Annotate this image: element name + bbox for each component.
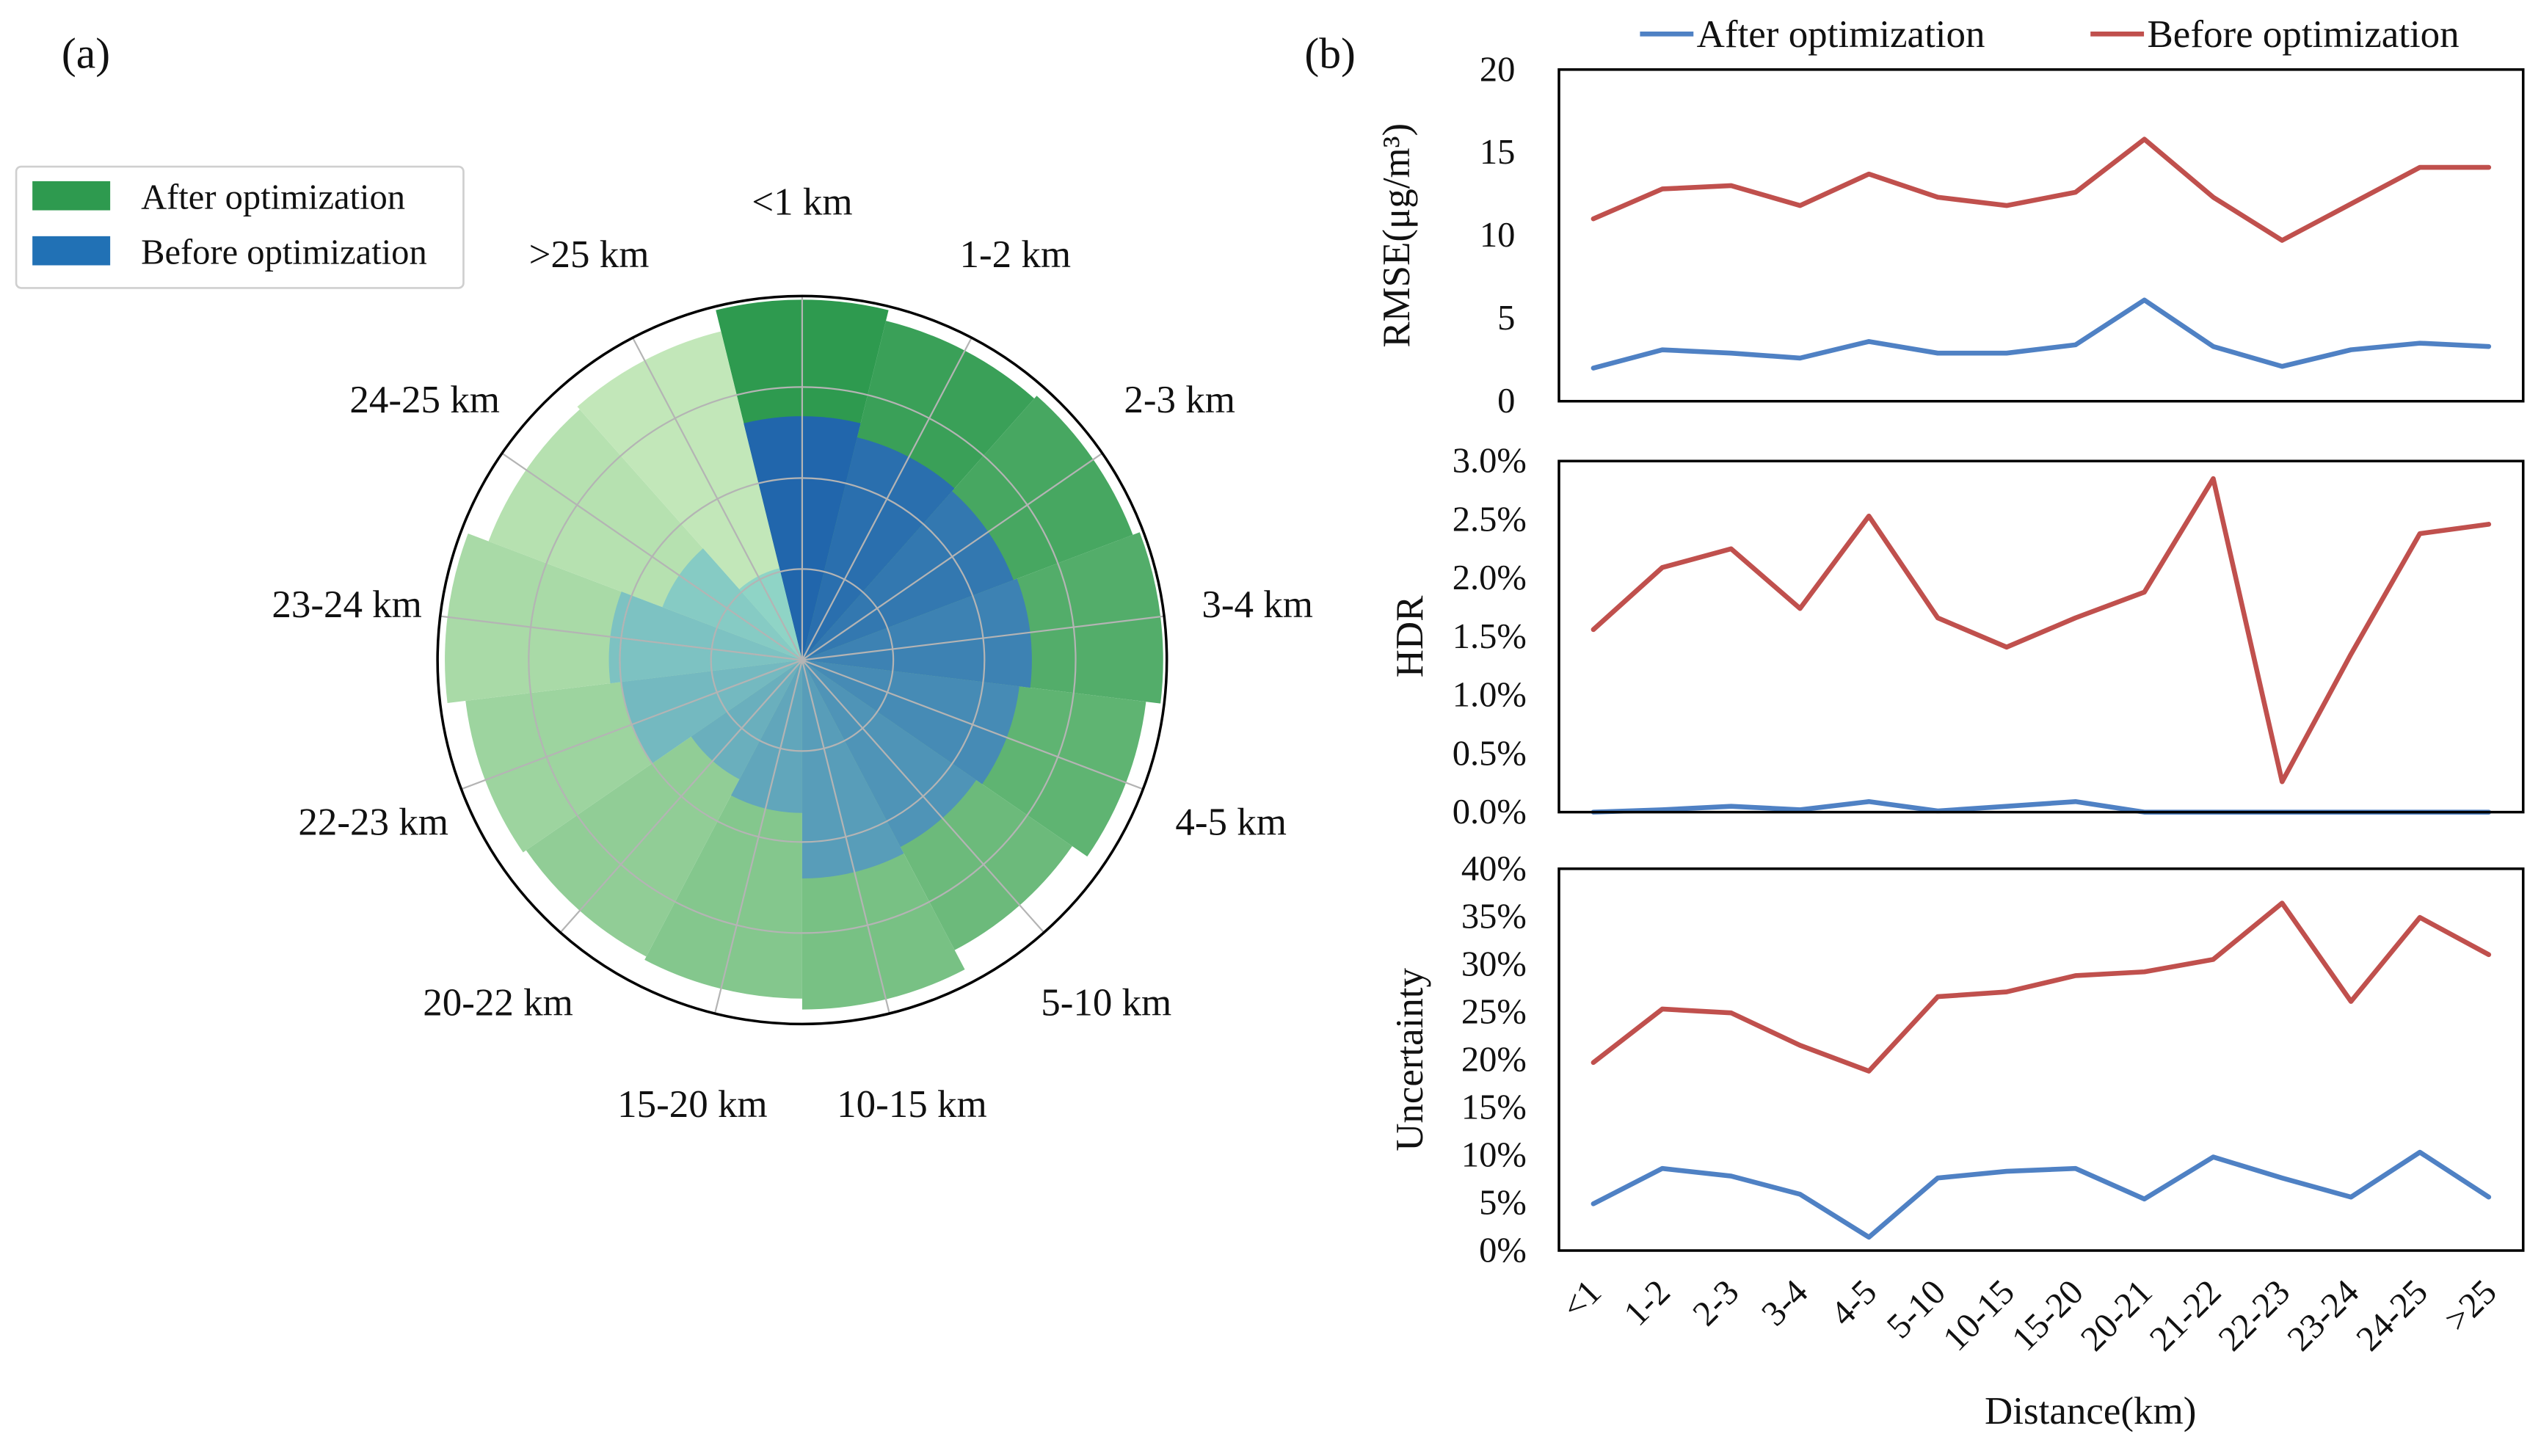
ytick-label: 1.5% — [1453, 617, 1527, 656]
x-axis-label: Distance(km) — [1985, 1390, 2196, 1433]
ytick-label: 0.0% — [1453, 793, 1527, 831]
polar-grid-spoke — [559, 659, 803, 933]
ytick-label: 1.0% — [1453, 676, 1527, 715]
legend-label-after: After optimization — [1697, 13, 1985, 56]
ytick-label: 35% — [1461, 897, 1527, 936]
polar-bar-before-optimization-11 — [662, 548, 802, 660]
ytick-label: 3.0% — [1453, 442, 1527, 481]
panel-label-b: (b) — [1304, 29, 1355, 78]
panel-label-a: (a) — [62, 29, 110, 78]
polar-category-label: 15-20 km — [617, 1083, 768, 1126]
polar-category-label: 24-25 km — [349, 379, 500, 421]
ytick-label: 0% — [1479, 1231, 1527, 1270]
legend-frame — [15, 165, 465, 289]
polar-grid-spoke — [501, 452, 803, 661]
ytick-label: 0.5% — [1453, 734, 1527, 773]
rmse-after-optimization-line — [1591, 297, 2492, 371]
polar-category-label: 10-15 km — [837, 1083, 987, 1126]
polar-legend: After optimization Before optimization — [15, 165, 465, 289]
line-plots-area: 0 5 10 15 20 RMSE(μg/m³) 0.0% 0.5% 1.0% 1.5% 2.0% 2… — [1375, 50, 2525, 1358]
polar-grid-spoke — [801, 337, 973, 660]
panel-a-polar-chart: (a) After optimization Before optimizati… — [15, 29, 1313, 1126]
polar-grid-spoke — [801, 452, 1103, 661]
rmse-before-optimization-line — [1591, 136, 2492, 243]
polar-grid-spoke — [461, 659, 803, 790]
polar-category-label: 5-10 km — [1041, 981, 1171, 1024]
line-legend: After optimization Before optimization — [1640, 13, 2460, 56]
ytick-label: 5% — [1479, 1184, 1527, 1223]
polar-bar-before-optimization-10 — [608, 592, 802, 684]
uncertainty-before-optimization-line — [1591, 900, 2492, 1074]
hdr-before-optimization-line — [1591, 476, 2492, 785]
ytick-label: 15 — [1480, 133, 1516, 172]
ytick-label: 15% — [1461, 1088, 1527, 1126]
subplot-rmse: 0 5 10 15 20 RMSE(μg/m³) — [1375, 50, 2525, 421]
polar-bar-before-optimization-5 — [801, 660, 977, 848]
ytick-label: 0 — [1497, 382, 1515, 421]
polar-bar-before-optimization-9 — [621, 660, 802, 764]
ytick-label: 10% — [1461, 1135, 1527, 1174]
panel-b-line-charts: (b) After optimization Before optimizati… — [1304, 13, 2525, 1433]
ytick-label: 20% — [1461, 1040, 1527, 1079]
legend-label-before: Before optimization — [2147, 13, 2459, 56]
polar-bar-before-optimization-12 — [739, 568, 802, 660]
ytick-label: 40% — [1461, 849, 1527, 888]
y-axis-label-uncertainty: Uncertainty — [1389, 968, 1431, 1151]
polar-category-label: 22-23 km — [298, 801, 448, 844]
polar-outer-ring — [436, 294, 1168, 1026]
polar-grid-spoke — [440, 615, 803, 661]
polar-bar-before-optimization-6 — [801, 660, 904, 879]
legend-label-after: After optimization — [141, 178, 405, 216]
polar-bar-before-optimization-1 — [801, 437, 955, 660]
polar-category-label: 23-24 km — [272, 583, 422, 626]
legend-label-before: Before optimization — [141, 233, 427, 272]
polar-grid-spoke — [801, 659, 1045, 933]
polar-grid-spoke — [801, 660, 890, 1014]
polar-bar-before-optimization-8 — [691, 660, 802, 779]
ytick-label: 2.5% — [1453, 500, 1527, 539]
polar-bar-before-optimization-7 — [730, 660, 802, 813]
polar-category-label: 20-22 km — [423, 981, 573, 1024]
plot-frame-hdr — [1557, 459, 2525, 814]
polar-category-label: 4-5 km — [1175, 801, 1287, 844]
ytick-label: 5 — [1497, 299, 1515, 338]
ytick-label: 10 — [1480, 216, 1516, 255]
plot-frame-uncertainty — [1557, 867, 2525, 1252]
polar-category-label: 3-4 km — [1202, 583, 1313, 626]
polar-grid-spoke — [801, 659, 1144, 790]
polar-bar-before-optimization-4 — [801, 660, 1019, 785]
ytick-label: 20 — [1480, 50, 1516, 89]
subplot-hdr: 0.0% 0.5% 1.0% 1.5% 2.0% 2.5% 3.0% HDR — [1389, 442, 2525, 831]
ytick-label: 25% — [1461, 992, 1527, 1031]
polar-grid-spoke — [632, 337, 803, 660]
polar-category-label: <1 km — [752, 181, 852, 224]
polar-bar-before-optimization-3 — [801, 578, 1032, 688]
polar-plot-area: <1 km 1-2 km 2-3 km 3-4 km 4-5 km 5-10 km 10-1… — [272, 181, 1313, 1126]
plot-frame-rmse — [1557, 68, 2525, 403]
polar-category-label: 2-3 km — [1124, 379, 1235, 421]
y-axis-label-hdr: HDR — [1389, 595, 1431, 677]
ytick-label: 30% — [1461, 944, 1527, 983]
uncertainty-after-optimization-line — [1591, 1149, 2492, 1240]
polar-grid-spoke — [713, 660, 803, 1014]
y-axis-label-rmse: RMSE(μg/m³) — [1375, 123, 1418, 348]
polar-grid-spoke — [801, 615, 1165, 661]
polar-category-label: 1-2 km — [960, 233, 1072, 276]
subplot-uncertainty: 0% 5% 10% 15% 20% 25% 30% 35% 40% Uncertainty — [1389, 849, 2525, 1270]
legend-swatch-after — [32, 181, 111, 211]
polar-bar-after-optimization-12 — [577, 331, 802, 660]
legend-swatch-before — [32, 236, 111, 266]
ytick-label: 2.0% — [1453, 558, 1527, 597]
polar-bar-before-optimization-2 — [801, 491, 1014, 660]
polar-category-label: >25 km — [529, 233, 650, 276]
polar-grid — [440, 296, 1165, 1014]
